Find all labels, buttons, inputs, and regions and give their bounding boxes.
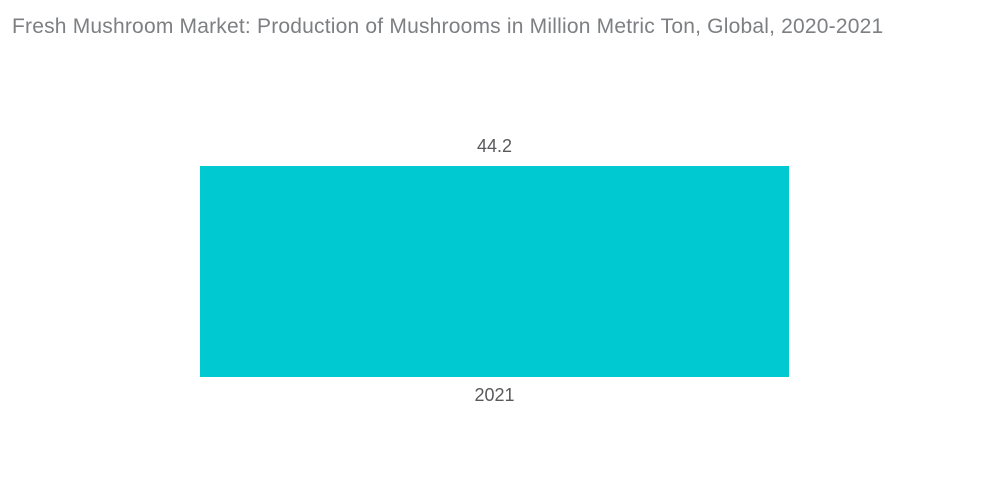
bar-2021 [200, 166, 789, 377]
plot-area: 44.2 2021 [0, 60, 1000, 480]
chart-title: Fresh Mushroom Market: Production of Mus… [12, 15, 884, 38]
bar-value-label: 44.2 [476, 136, 513, 156]
category-label-2021: 2021 [474, 385, 515, 405]
